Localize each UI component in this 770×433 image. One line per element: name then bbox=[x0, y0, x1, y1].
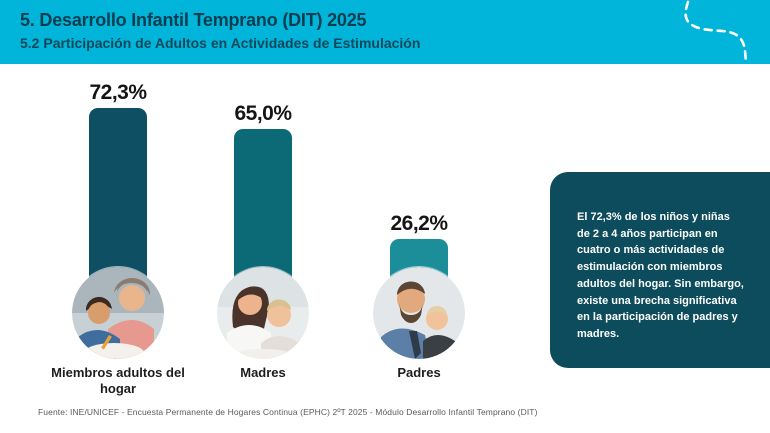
insight-text: El 72,3% de los niños y niñas de 2 a 4 a… bbox=[577, 211, 744, 341]
bar-group-padres: 26,2% Padres bbox=[344, 80, 494, 381]
value-label: 26,2% bbox=[390, 212, 448, 235]
page-title: 5. Desarrollo Infantil Temprano (DIT) 20… bbox=[20, 10, 367, 30]
mother-with-toddler-photo bbox=[217, 267, 309, 359]
value-label: 65,0% bbox=[234, 102, 292, 125]
father-kissing-baby-photo bbox=[373, 267, 465, 359]
category-label-padres: Padres bbox=[397, 365, 441, 380]
page-subtitle: 5.2 Participación de Adultos en Activida… bbox=[20, 35, 421, 51]
bar-group-miembros: 72,3% bbox=[43, 80, 193, 398]
grandmother-helping-boy-photo bbox=[72, 267, 164, 359]
insight-callout-box: El 72,3% de los niños y niñas de 2 a 4 a… bbox=[550, 172, 770, 368]
header-band: 5. Desarrollo Infantil Temprano (DIT) 20… bbox=[0, 0, 770, 64]
dashed-curve-decoration-icon bbox=[684, 0, 748, 64]
source-note: Fuente: INE/UNICEF - Encuesta Permanente… bbox=[38, 407, 538, 417]
bar-group-madres: 65,0% Madres bbox=[188, 80, 338, 381]
category-label-madres: Madres bbox=[240, 365, 286, 380]
category-label-miembros: Miembros adultos del hogar bbox=[51, 365, 185, 397]
value-label: 72,3% bbox=[89, 81, 147, 104]
